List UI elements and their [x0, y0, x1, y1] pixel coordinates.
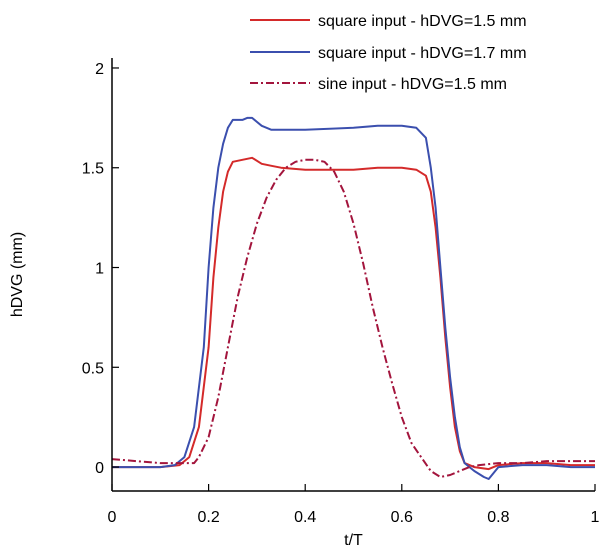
x-tick-label: 0.6 [391, 509, 413, 526]
y-tick-label: 2 [95, 61, 104, 78]
y-tick-label: 1.5 [82, 161, 104, 178]
legend: square input - hDVG=1.5 mm square input -… [250, 13, 527, 93]
axes [111, 58, 595, 492]
legend-label-2: square input - hDVG=1.7 mm [318, 45, 527, 62]
ticks: 0 0.2 0.4 0.6 0.8 1 0 0.5 1 1.5 2 [82, 61, 600, 526]
x-axis-label: t/T [344, 532, 363, 549]
x-tick-label: 1 [591, 509, 600, 526]
y-tick-label: 1 [95, 261, 104, 278]
legend-label-1: square input - hDVG=1.5 mm [318, 13, 527, 30]
y-tick-label: 0 [95, 460, 104, 477]
x-tick-label: 0 [108, 509, 117, 526]
series-line-1 [112, 156, 595, 471]
x-tick-label: 0.8 [487, 509, 509, 526]
plot-lines [111, 116, 595, 480]
legend-label-3: sine input - hDVG=1.5 mm [318, 76, 507, 93]
x-tick-label: 0.4 [294, 509, 316, 526]
y-tick-label: 0.5 [82, 360, 104, 377]
y-axis-label: hDVG (mm) [9, 232, 26, 317]
series-line-3 [111, 158, 595, 478]
series-line-2 [112, 116, 595, 480]
x-tick-label: 0.2 [197, 509, 219, 526]
